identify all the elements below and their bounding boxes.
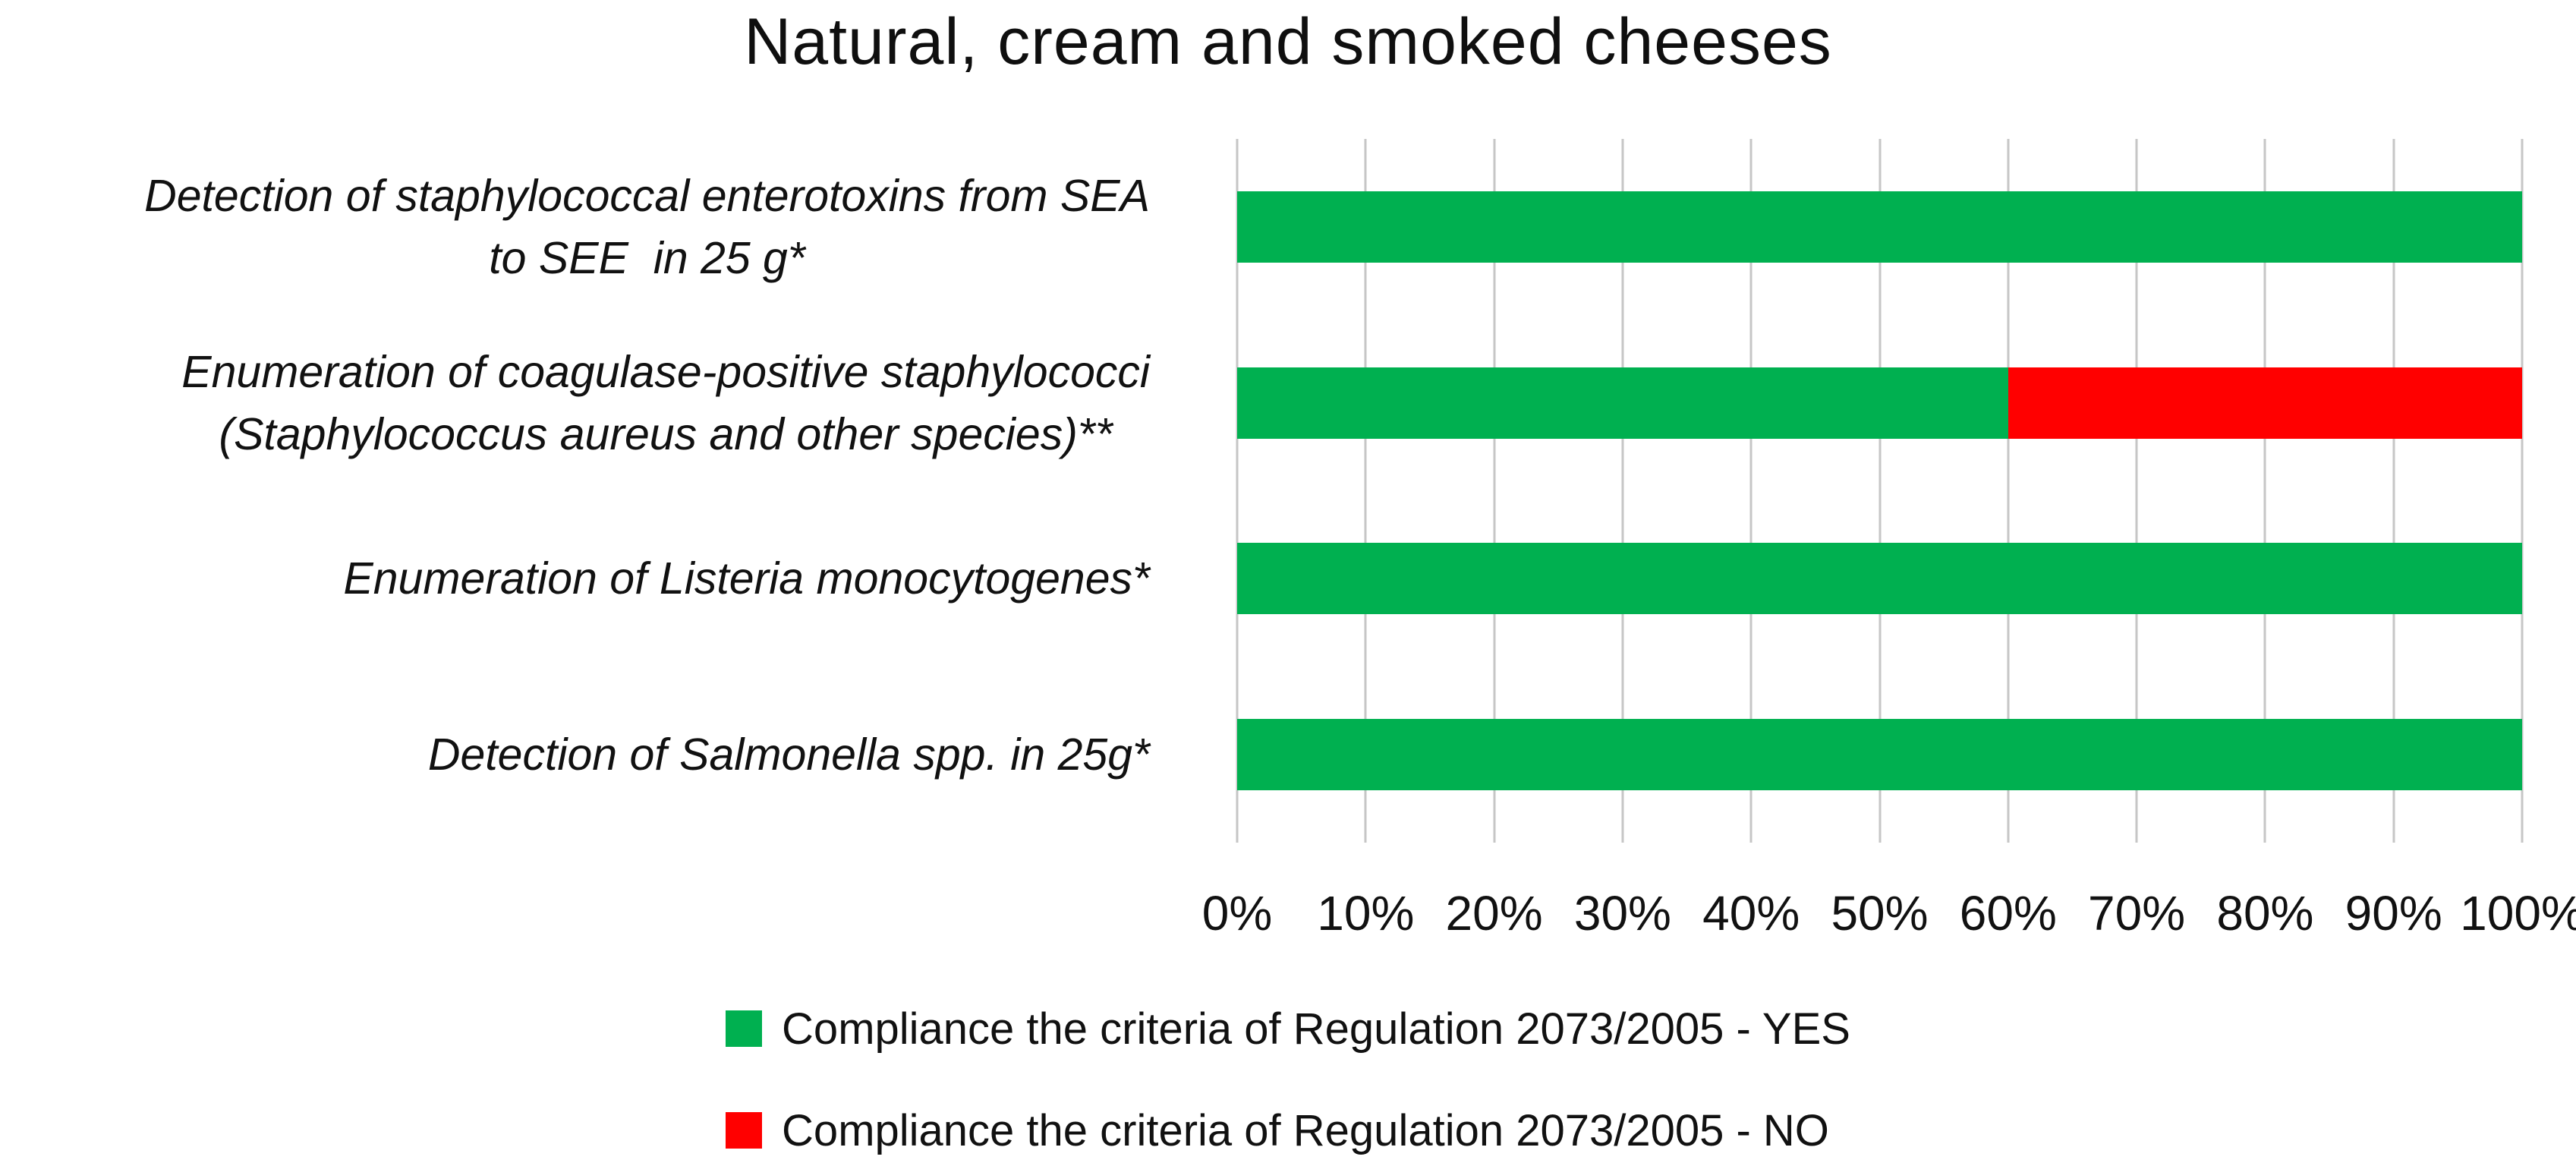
- gridline: [2263, 139, 2266, 843]
- legend-items: Compliance the criteria of Regulation 20…: [726, 1002, 1850, 1157]
- gridline: [2135, 139, 2138, 843]
- bar-segment-yes: [1237, 191, 2522, 263]
- chart-title: Natural, cream and smoked cheeses: [744, 5, 1832, 78]
- category-label-line: Detection of staphylococcal enterotoxins…: [144, 170, 1150, 221]
- legend-item: Compliance the criteria of Regulation 20…: [726, 1002, 1850, 1055]
- gridline: [1236, 139, 1239, 843]
- category-label-line: to SEE in 25 g*: [489, 232, 805, 283]
- x-axis: 0% 10% 20% 30% 40% 50% 60% 70% 80% 90% 100%: [1202, 886, 2576, 941]
- category-label-line: (Staphylococcus aureus and other species…: [219, 408, 1113, 459]
- legend-swatch-no-icon: [726, 1112, 763, 1149]
- x-tick-label: 60%: [1959, 886, 2057, 941]
- gridline: [1749, 139, 1752, 843]
- category-label-line: Enumeration of Listeria monocytogenes*: [343, 553, 1150, 604]
- legend: Compliance the criteria of Regulation 20…: [0, 1002, 2576, 1157]
- category-label: Enumeration of coagulase-positive staphy…: [181, 341, 1150, 465]
- bar-row: [1237, 367, 2522, 439]
- bar-segment-yes: [1237, 543, 2522, 615]
- plot-area: [1236, 139, 2524, 843]
- gridline: [1364, 139, 1367, 843]
- category-label: Detection of staphylococcal enterotoxins…: [144, 165, 1150, 289]
- category-label-line: Enumeration of coagulase-positive staphy…: [181, 346, 1150, 397]
- legend-swatch-yes-icon: [726, 1010, 763, 1047]
- x-tick-label: 80%: [2216, 886, 2314, 941]
- category-axis: Detection of staphylococcal enterotoxins…: [0, 139, 1150, 843]
- x-tick-label: 0%: [1201, 886, 1273, 941]
- bar-row: [1237, 543, 2522, 615]
- x-tick-label: 20%: [1445, 886, 1543, 941]
- x-tick-label: 50%: [1831, 886, 1929, 941]
- legend-label: Compliance the criteria of Regulation 20…: [782, 1105, 1829, 1155]
- gridline: [2392, 139, 2395, 843]
- bar-segment-yes: [1237, 367, 2008, 439]
- x-tick-label: 100%: [2460, 886, 2576, 941]
- bar-segment-no: [2008, 367, 2522, 439]
- x-tick-label: 10%: [1317, 886, 1415, 941]
- bar-row: [1237, 719, 2522, 791]
- x-tick-label: 90%: [2345, 886, 2442, 941]
- gridline: [1621, 139, 1624, 843]
- category-label: Enumeration of Listeria monocytogenes*: [343, 547, 1150, 610]
- bar-segment-yes: [1237, 719, 2522, 791]
- legend-label: Compliance the criteria of Regulation 20…: [782, 1004, 1850, 1054]
- x-tick-label: 40%: [1702, 886, 1800, 941]
- gridline: [1493, 139, 1496, 843]
- x-tick-label: 70%: [2088, 886, 2186, 941]
- gridline: [2007, 139, 2010, 843]
- bar-row: [1237, 191, 2522, 263]
- x-tick-label: 30%: [1573, 886, 1671, 941]
- gridline: [1878, 139, 1881, 843]
- gridline: [2521, 139, 2524, 843]
- legend-item: Compliance the criteria of Regulation 20…: [726, 1104, 1829, 1157]
- category-label-line: Detection of Salmonella spp. in 25g*: [427, 730, 1150, 780]
- category-label: Detection of Salmonella spp. in 25g*: [428, 723, 1150, 786]
